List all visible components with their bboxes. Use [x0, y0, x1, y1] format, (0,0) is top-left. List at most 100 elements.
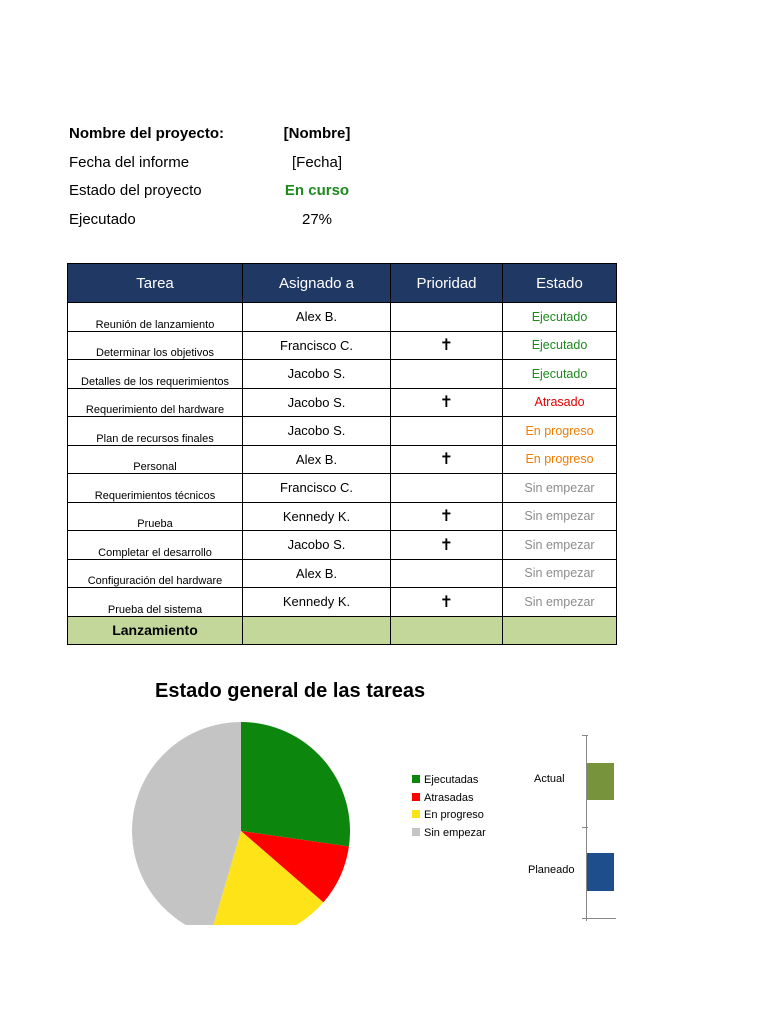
bar-axis-baseline — [586, 918, 616, 919]
legend-label: En progreso — [424, 809, 484, 821]
legend-label: Atrasadas — [424, 791, 474, 804]
status-cell: Sin empezar — [502, 587, 617, 617]
priority-cell — [390, 473, 503, 503]
project-status-value: En curso — [284, 182, 350, 199]
legend-item: En progreso — [412, 807, 486, 825]
legend-item: Sin empezar — [412, 825, 486, 843]
table-row: Requerimiento del hardware Jacobo S. ✝ Atra… — [67, 387, 617, 417]
assigned-cell: Alex B. — [242, 444, 391, 474]
priority-cell — [390, 359, 503, 389]
pie-slice-en-progreso — [213, 831, 324, 925]
assigned-cell: Kennedy K. — [242, 501, 391, 531]
status-cell: Ejecutado — [502, 359, 617, 389]
project-status-label: Estado del proyecto — [69, 182, 202, 199]
task-cell: Personal — [67, 444, 243, 474]
priority-cell — [390, 302, 503, 332]
task-cell: Configuración del hardware — [67, 558, 243, 588]
bar-axis-tick — [582, 735, 588, 736]
launch-priority-cell — [390, 615, 503, 645]
bar-chart-axis — [586, 735, 587, 921]
priority-cell — [390, 558, 503, 588]
launch-assigned-cell — [242, 615, 391, 645]
cross-icon: ✝ — [390, 387, 503, 417]
status-cell: Atrasado — [502, 387, 617, 417]
legend-label: Sin empezar — [424, 826, 486, 839]
task-cell: Reunión de lanzamiento — [67, 302, 243, 332]
header-status: Estado — [502, 263, 617, 303]
report-date-value: [Fecha] — [291, 153, 343, 171]
assigned-cell: Jacobo S. — [242, 387, 391, 417]
status-cell: Sin empezar — [502, 473, 617, 503]
pie-chart-svg — [132, 722, 350, 925]
status-cell: Ejecutado — [502, 302, 617, 332]
launch-status-cell — [502, 615, 617, 645]
assigned-cell: Alex B. — [242, 302, 391, 332]
status-cell: Sin empezar — [502, 530, 617, 560]
legend-item: Ejecutadas — [412, 772, 486, 790]
table-row: Configuración del hardware Alex B. Sin emp… — [67, 558, 617, 588]
bar-axis-tick — [582, 918, 588, 919]
table-row: Prueba Kennedy K. ✝ Sin empezar — [67, 501, 617, 531]
task-cell: Plan de recursos finales — [67, 416, 243, 446]
task-cell: Completar el desarrollo — [67, 530, 243, 560]
legend-swatch — [412, 792, 420, 801]
pie-slice-sin-empezar — [132, 722, 241, 925]
pie-slice-ejecutadas — [241, 722, 350, 847]
assigned-cell: Alex B. — [242, 558, 391, 588]
tasks-table: Tarea Asignado a Prioridad Estado Reunió… — [67, 263, 617, 645]
table-row-launch: Lanzamiento — [67, 615, 617, 645]
project-name-label: Nombre del proyecto: — [69, 125, 225, 142]
status-cell: Sin empezar — [502, 558, 617, 588]
task-cell: Prueba — [67, 501, 243, 531]
cross-icon: ✝ — [390, 587, 503, 617]
executed-label: Ejecutado — [69, 210, 136, 228]
pie-legend: Ejecutadas Atrasadas En progreso Sin empeza… — [412, 772, 486, 842]
cross-icon: ✝ — [390, 444, 503, 474]
status-cell: En progreso — [502, 444, 617, 474]
chart-title: Estado general de las tareas — [155, 680, 426, 702]
task-cell: Detalles de los requerimientos — [67, 359, 243, 389]
cross-icon: ✝ — [390, 330, 503, 360]
table-row: Requerimientos técnicos Francisco C. Sin e… — [67, 473, 617, 503]
table-row: Determinar los objetivos Francisco C. ✝ Eje… — [67, 330, 617, 360]
header-task: Tarea — [67, 263, 243, 303]
assigned-cell: Jacobo S. — [242, 530, 391, 560]
project-name-value: [Nombre] — [283, 125, 351, 142]
report-date-label: Fecha del informe — [69, 153, 190, 171]
assigned-cell: Jacobo S. — [242, 359, 391, 389]
table-row: Detalles de los requerimientos Jacobo S. E… — [67, 359, 617, 389]
table-row: Plan de recursos finales Jacobo S. En prog… — [67, 416, 617, 446]
bar-planned — [587, 853, 614, 891]
cross-icon: ✝ — [390, 530, 503, 560]
status-cell: Ejecutado — [502, 330, 617, 360]
assigned-cell: Francisco C. — [242, 330, 391, 360]
launch-task-cell: Lanzamiento — [67, 615, 243, 645]
table-header-row: Tarea Asignado a Prioridad Estado — [67, 263, 617, 303]
legend-item: Atrasadas — [412, 790, 486, 808]
pie-chart — [110, 712, 380, 925]
table-row: Reunión de lanzamiento Alex B. Ejecutado — [67, 302, 617, 332]
assigned-cell: Kennedy K. — [242, 587, 391, 617]
pie-slice-atrasadas — [241, 831, 349, 903]
task-cell: Requerimiento del hardware — [67, 387, 243, 417]
task-cell: Prueba del sistema — [67, 587, 243, 617]
cross-icon: ✝ — [390, 501, 503, 531]
table-body: Reunión de lanzamiento Alex B. Ejecutado De… — [67, 302, 617, 645]
legend-swatch — [412, 775, 420, 784]
task-cell: Requerimientos técnicos — [67, 473, 243, 503]
task-cell: Determinar los objetivos — [67, 330, 243, 360]
status-cell: En progreso — [502, 416, 617, 446]
header-assigned: Asignado a — [242, 263, 391, 303]
bar-axis-tick — [582, 827, 588, 828]
legend-swatch — [412, 827, 420, 836]
table-row: Completar el desarrollo Jacobo S. ✝ Sin emp… — [67, 530, 617, 560]
bar-actual — [587, 763, 614, 800]
header-priority: Prioridad — [390, 263, 503, 303]
bar-label-actual: Actual — [534, 773, 565, 785]
legend-label: Ejecutadas — [424, 774, 479, 786]
status-cell: Sin empezar — [502, 501, 617, 531]
table-row: Prueba del sistema Kennedy K. ✝ Sin empezar — [67, 587, 617, 617]
table-row: Personal Alex B. ✝ En progreso — [67, 444, 617, 474]
executed-value: 27% — [301, 210, 333, 228]
bar-label-planned: Planeado — [528, 864, 575, 876]
